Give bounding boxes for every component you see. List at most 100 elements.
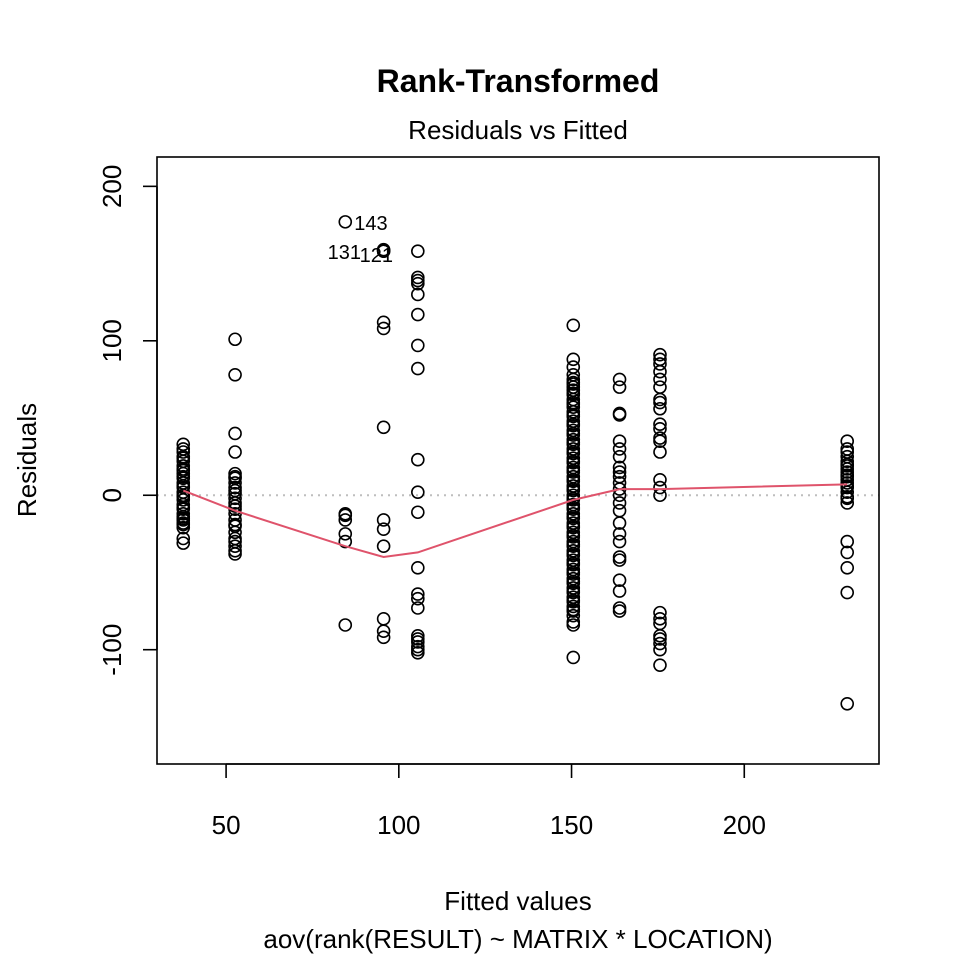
- data-point: [840, 561, 855, 575]
- data-point: [612, 408, 627, 422]
- data-point: [411, 276, 425, 291]
- data-point: [566, 473, 581, 487]
- data-point: [612, 496, 627, 510]
- y-tick-label: -100: [97, 624, 127, 676]
- data-point: [612, 553, 627, 567]
- data-point: [228, 367, 242, 382]
- data-point: [228, 476, 242, 490]
- point-label: 131: [328, 242, 361, 264]
- data-point: [411, 287, 425, 302]
- data-point: [411, 452, 425, 467]
- data-point: [840, 468, 855, 482]
- data-point: [176, 511, 191, 526]
- data-point: [228, 534, 242, 549]
- data-point: [653, 380, 667, 394]
- data-point: [653, 658, 667, 672]
- data-point: [411, 561, 425, 575]
- data-point: [566, 426, 581, 441]
- data-point: [840, 479, 855, 493]
- data-point: [376, 539, 391, 554]
- data-point: [612, 516, 627, 530]
- y-tick-label: 100: [97, 319, 127, 362]
- data-point: [376, 624, 391, 638]
- x-tick-label: 150: [550, 810, 593, 840]
- data-point: [653, 347, 667, 362]
- data-point: [228, 426, 242, 441]
- data-point: [376, 244, 391, 259]
- data-point: [176, 536, 191, 550]
- data-point: [653, 473, 667, 487]
- point-label: 143: [354, 213, 387, 235]
- data-point: [411, 307, 425, 322]
- data-point: [840, 459, 855, 473]
- data-point: [228, 483, 242, 498]
- data-point: [411, 244, 425, 259]
- data-point: [566, 482, 581, 496]
- data-point: [653, 636, 667, 651]
- data-point: [176, 442, 191, 456]
- data-point: [376, 513, 391, 527]
- data-point: [176, 451, 191, 465]
- data-point: [566, 602, 581, 617]
- data-point: [653, 417, 667, 432]
- lowess-smooth-line: [182, 483, 848, 559]
- data-point: [566, 500, 581, 515]
- data-point: [653, 401, 667, 416]
- data-point: [411, 361, 425, 376]
- data-point: [411, 591, 425, 606]
- data-point: [176, 500, 191, 515]
- x-tick-label: 200: [723, 810, 766, 840]
- data-point: [228, 469, 242, 484]
- data-point: [411, 645, 425, 660]
- data-point: [566, 454, 581, 469]
- data-point: [566, 650, 581, 665]
- data-point: [653, 372, 667, 387]
- data-point: [228, 491, 242, 506]
- plot-box: [156, 156, 880, 765]
- y-tick-label: 0: [97, 488, 127, 502]
- data-point: [653, 357, 667, 371]
- data-point: [566, 547, 581, 561]
- data-point: [612, 442, 627, 456]
- x-tick-label: 100: [377, 810, 420, 840]
- data-point: [612, 449, 627, 464]
- point-label: 121: [360, 245, 393, 267]
- x-tick-label: 50: [212, 810, 241, 840]
- data-point: [566, 584, 581, 598]
- data-point: [653, 480, 667, 495]
- data-point: [411, 601, 425, 615]
- data-point: [653, 612, 667, 626]
- data-point: [566, 618, 581, 632]
- data-point: [612, 584, 627, 598]
- data-point: [840, 545, 855, 560]
- data-point: [840, 434, 855, 448]
- x-axis-label: Fitted values: [444, 886, 591, 916]
- data-point: [376, 630, 391, 645]
- data-point: [228, 517, 242, 532]
- data-point: [566, 574, 581, 589]
- data-point: [612, 503, 627, 518]
- data-point: [566, 510, 581, 524]
- chart-subtitle: Residuals vs Fitted: [408, 115, 628, 145]
- data-point: [338, 534, 353, 549]
- data-point: [566, 375, 581, 390]
- x-axis-caption: aov(rank(RESULT) ~ MATRIX * LOCATION): [263, 924, 772, 954]
- data-point: [840, 445, 855, 459]
- data-point: [653, 632, 667, 646]
- data-point: [228, 499, 242, 513]
- data-point: [228, 539, 242, 554]
- data-point: [612, 380, 627, 394]
- data-point: [612, 460, 627, 475]
- data-point: [566, 417, 581, 432]
- data-point: [338, 513, 353, 527]
- data-point: [612, 465, 627, 479]
- data-point: [376, 321, 391, 336]
- data-point: [566, 435, 581, 450]
- data-point: [376, 612, 391, 626]
- data-point: [566, 408, 581, 422]
- data-point: [411, 635, 425, 649]
- data-point: [566, 608, 581, 623]
- data-point: [840, 485, 855, 499]
